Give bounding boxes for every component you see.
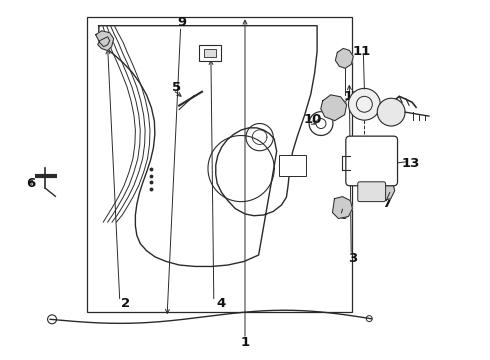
Bar [279, 155, 306, 176]
Bar [199, 45, 221, 61]
Circle shape [348, 89, 380, 120]
Text: 12: 12 [343, 90, 361, 103]
FancyBboxPatch shape [358, 182, 386, 202]
Polygon shape [321, 95, 346, 121]
Text: 11: 11 [353, 45, 371, 58]
Text: 1: 1 [241, 336, 249, 349]
Text: 10: 10 [304, 113, 322, 126]
Text: 9: 9 [177, 16, 186, 29]
Text: 8: 8 [338, 209, 347, 222]
Polygon shape [377, 179, 395, 201]
Text: 4: 4 [216, 297, 225, 310]
Text: 7: 7 [382, 197, 391, 210]
Text: 6: 6 [26, 177, 35, 190]
Text: 5: 5 [172, 81, 181, 94]
Bar [204, 49, 216, 57]
Text: 3: 3 [347, 252, 357, 265]
Polygon shape [335, 49, 353, 68]
FancyBboxPatch shape [346, 136, 397, 186]
Text: 13: 13 [401, 157, 420, 170]
Circle shape [377, 98, 405, 126]
Polygon shape [96, 31, 114, 51]
Bar [87, 18, 352, 312]
Polygon shape [333, 197, 352, 219]
Text: 2: 2 [121, 297, 130, 310]
Polygon shape [99, 26, 317, 266]
